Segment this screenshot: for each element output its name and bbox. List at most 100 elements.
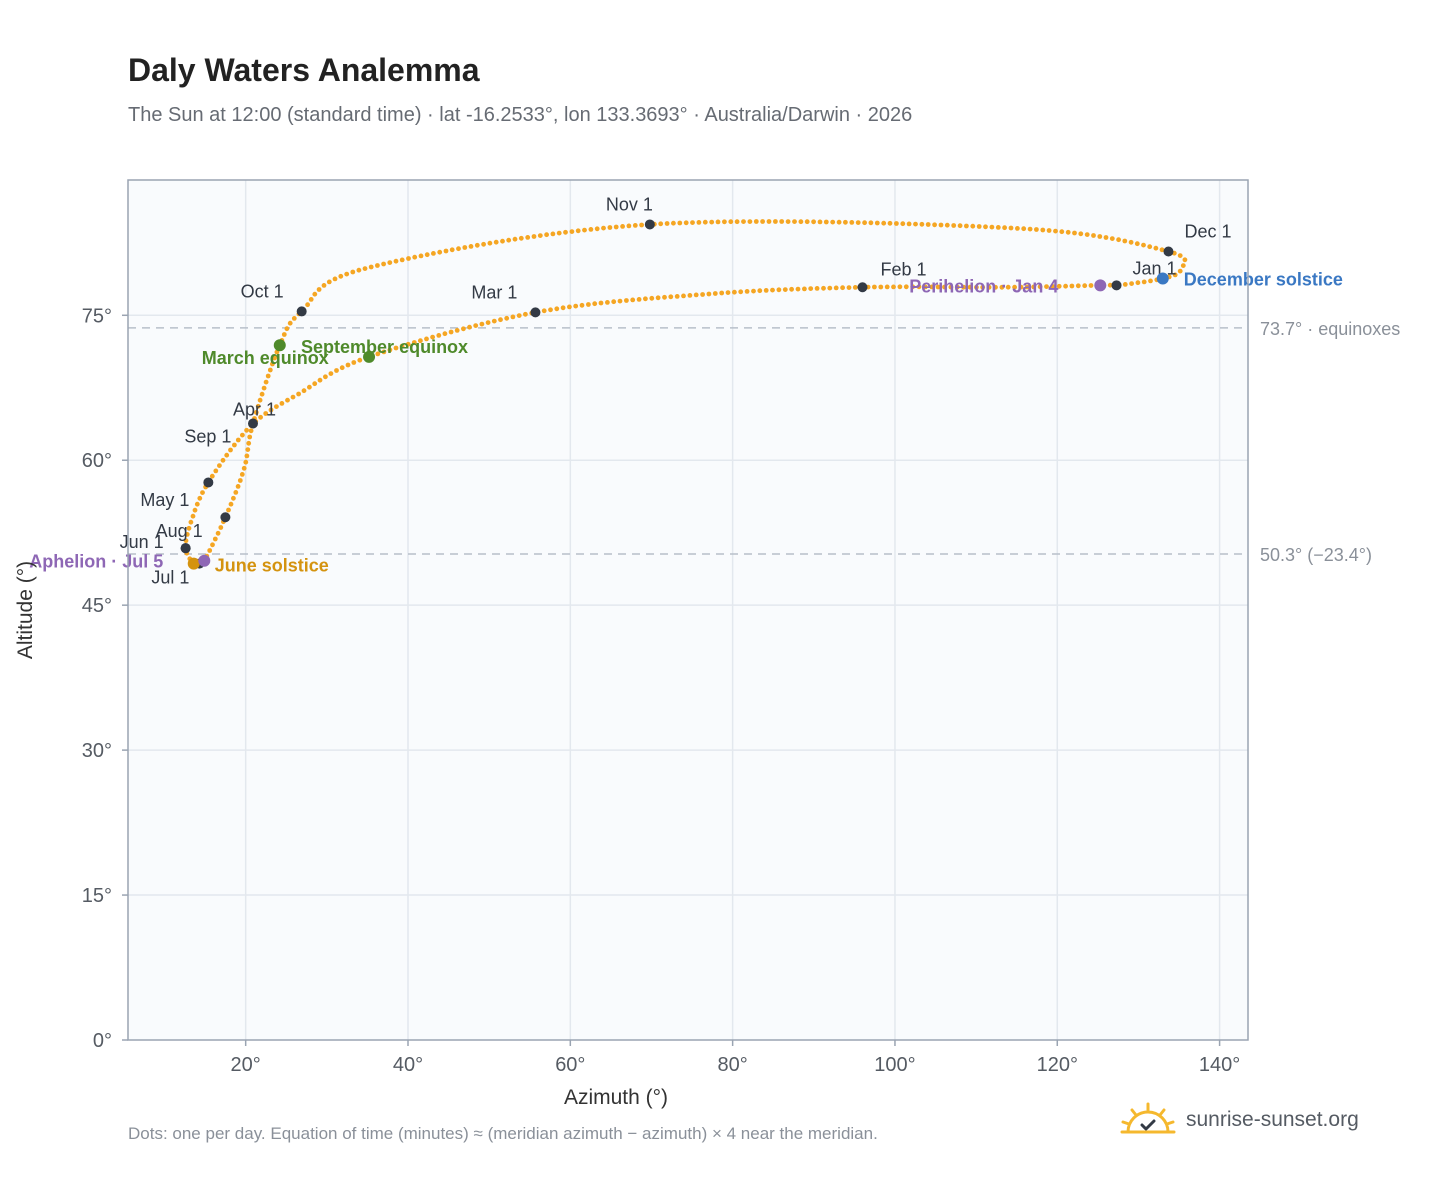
day-dot bbox=[690, 220, 695, 226]
day-dot bbox=[827, 285, 833, 291]
day-dot bbox=[611, 299, 617, 305]
day-dot bbox=[1082, 283, 1088, 289]
day-dot bbox=[1040, 227, 1046, 233]
reference-lines: 73.7° · equinoxes 50.3° (−23.4°) bbox=[128, 319, 1400, 565]
day-dot bbox=[999, 284, 1005, 290]
day-dot bbox=[344, 271, 350, 277]
day-dot bbox=[957, 223, 963, 229]
day-dot bbox=[493, 239, 499, 245]
day-dot bbox=[687, 293, 693, 298]
day-dot bbox=[802, 286, 807, 292]
day-dot bbox=[1078, 231, 1084, 237]
day-dot bbox=[910, 284, 916, 290]
day-dot bbox=[1065, 229, 1071, 235]
day-dot bbox=[1059, 229, 1065, 235]
day-dot bbox=[980, 284, 986, 290]
month-marker bbox=[530, 307, 541, 318]
month-label: Jul 1 bbox=[151, 568, 189, 588]
day-dot bbox=[247, 434, 253, 440]
day-dot bbox=[1072, 230, 1077, 236]
day-dot bbox=[626, 223, 632, 229]
day-dot bbox=[700, 292, 705, 297]
day-dot bbox=[368, 264, 374, 270]
day-dot bbox=[1021, 226, 1027, 232]
day-dot bbox=[461, 326, 466, 332]
x-tick-label: 40° bbox=[393, 1054, 423, 1076]
x-axis-title: Azimuth (°) bbox=[564, 1086, 668, 1109]
day-dot bbox=[773, 219, 778, 224]
day-dot bbox=[770, 287, 775, 293]
day-dot bbox=[1134, 241, 1140, 247]
day-dot bbox=[823, 219, 829, 225]
day-dot bbox=[974, 284, 979, 290]
day-dot bbox=[263, 379, 269, 385]
day-dot bbox=[923, 284, 928, 290]
day-dot bbox=[351, 360, 357, 365]
day-dot bbox=[846, 285, 852, 290]
day-dot bbox=[836, 219, 842, 225]
day-dot bbox=[1050, 284, 1056, 289]
day-dot bbox=[1141, 279, 1147, 285]
day-dot bbox=[852, 285, 858, 290]
day-dot bbox=[1027, 226, 1033, 232]
day-dot bbox=[722, 219, 727, 225]
day-dot bbox=[350, 269, 356, 275]
day-dot bbox=[779, 219, 785, 224]
day-dot bbox=[213, 468, 219, 474]
month-marker bbox=[1163, 246, 1174, 257]
day-dot bbox=[218, 525, 224, 530]
day-dot bbox=[245, 447, 251, 452]
y-axis-title: Altitude (°) bbox=[14, 561, 37, 659]
day-dot bbox=[284, 326, 290, 332]
day-dot bbox=[942, 284, 947, 290]
day-dot bbox=[567, 304, 572, 310]
day-dot bbox=[474, 242, 480, 248]
day-dot bbox=[782, 287, 788, 292]
brand-logo[interactable]: sunrise-sunset.org bbox=[1120, 1102, 1359, 1138]
day-dot bbox=[744, 289, 750, 294]
day-dot bbox=[1053, 228, 1058, 234]
event-marker bbox=[273, 339, 286, 352]
day-dot bbox=[290, 394, 296, 400]
day-dot bbox=[1044, 284, 1049, 289]
day-dot bbox=[487, 240, 493, 246]
day-dot bbox=[563, 229, 568, 235]
day-dot bbox=[481, 241, 486, 247]
day-dot bbox=[240, 432, 245, 438]
day-dot bbox=[1116, 237, 1121, 243]
day-dot bbox=[188, 519, 194, 525]
day-dot bbox=[418, 338, 423, 344]
day-dot bbox=[967, 284, 973, 290]
day-dot bbox=[696, 220, 702, 225]
day-dot bbox=[197, 495, 203, 501]
day-dot bbox=[868, 220, 874, 226]
day-dot bbox=[677, 220, 683, 226]
x-tick-label: 80° bbox=[718, 1054, 748, 1076]
day-dot bbox=[620, 224, 625, 229]
day-dot bbox=[929, 284, 935, 290]
day-dot bbox=[1147, 244, 1153, 250]
day-dot bbox=[1034, 227, 1039, 232]
day-dot bbox=[636, 297, 642, 302]
day-dot bbox=[243, 459, 249, 465]
x-axis-ticks: 20° 40° 60° 80° 100° 120° 140° bbox=[231, 1040, 1240, 1076]
day-dot bbox=[598, 300, 604, 306]
day-dot bbox=[601, 225, 606, 231]
day-dot bbox=[531, 234, 537, 239]
day-dot bbox=[1097, 234, 1103, 239]
day-dot bbox=[183, 538, 189, 544]
day-dot bbox=[594, 226, 600, 232]
day-dot bbox=[244, 453, 250, 459]
day-dot bbox=[209, 473, 215, 479]
day-dot bbox=[263, 411, 269, 416]
day-dot bbox=[356, 267, 362, 273]
day-dot bbox=[217, 463, 222, 468]
day-dot bbox=[307, 384, 312, 390]
day-dot bbox=[906, 221, 912, 227]
day-dot bbox=[1037, 284, 1043, 290]
day-dot bbox=[964, 223, 969, 229]
day-dot bbox=[913, 221, 918, 227]
month-marker bbox=[644, 219, 655, 230]
day-dot bbox=[862, 220, 867, 226]
day-dot bbox=[512, 236, 518, 242]
